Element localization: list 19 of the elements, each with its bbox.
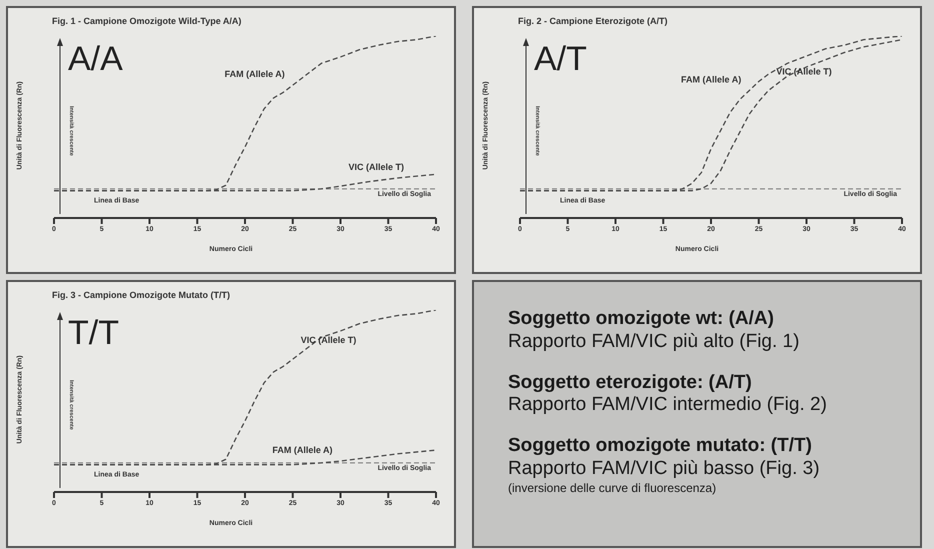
text: Rapporto FAM/VIC intermedio (Fig. 2) bbox=[508, 394, 828, 418]
text: (inversione delle curve di fluorescenza) bbox=[508, 480, 718, 496]
series-label: FAM (Allele A) bbox=[224, 69, 285, 80]
text: Rapporto FAM/VIC più alto (Fig. 1) bbox=[508, 330, 800, 354]
chart-title: Fig. 3 - Campione Omozigote Mutato (T/T) bbox=[52, 290, 230, 300]
text: Soggetto omozigote mutato: (T/T) bbox=[508, 435, 813, 458]
series-label: VIC (Allele T) bbox=[348, 162, 404, 172]
chart-title: Fig. 1 - Campione Omozigote Wild-Type A/A) bbox=[52, 16, 242, 26]
annotation: A/T bbox=[534, 40, 587, 78]
text: Rapporto FAM/VIC più basso (Fig. 3) bbox=[508, 458, 821, 481]
chart-title: Fig. 2 - Campione Eterozigote (A/T) bbox=[518, 16, 668, 26]
text: Soggetto omozigote wt: (A/A) bbox=[508, 308, 775, 331]
annotation: T/T bbox=[68, 314, 119, 352]
series-label: VIC (Allele T) bbox=[776, 66, 832, 77]
series-label: FAM (Allele A) bbox=[272, 445, 332, 456]
annotation: A/A bbox=[68, 40, 124, 78]
series-label: VIC (Allele T) bbox=[300, 335, 356, 346]
text: Soggetto eterozigote: (A/T) bbox=[508, 372, 753, 394]
series-label: FAM (Allele A) bbox=[681, 74, 742, 85]
